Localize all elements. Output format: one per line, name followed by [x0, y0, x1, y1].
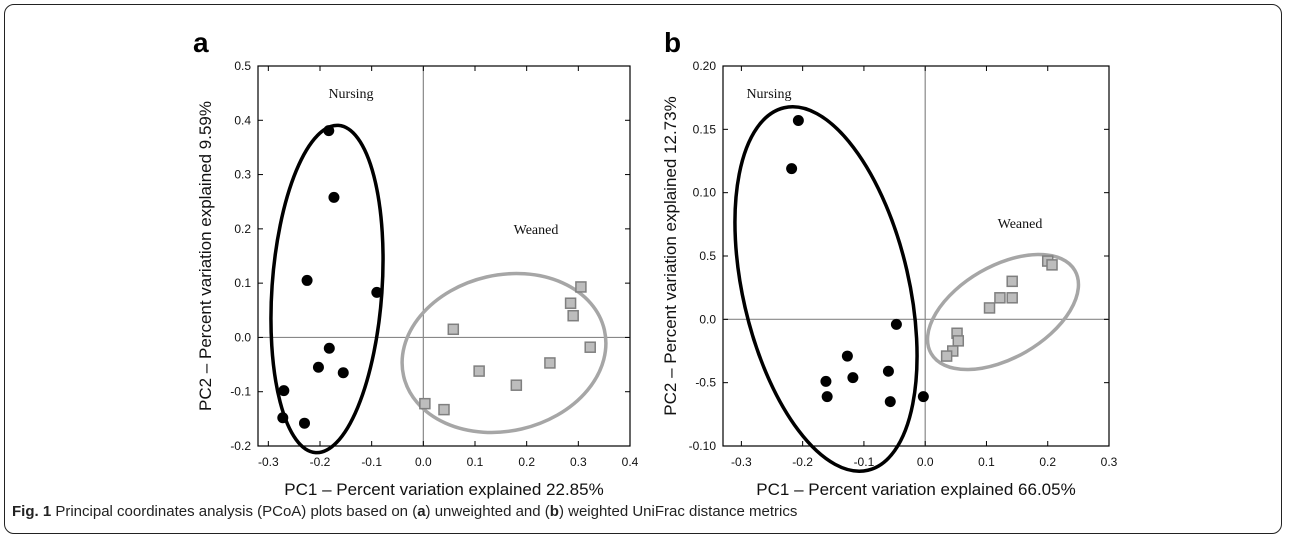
nursing-point	[917, 391, 929, 403]
nursing-point	[786, 163, 798, 175]
figure-caption: Fig. 1 Principal coordinates analysis (P…	[12, 503, 797, 520]
nursing-point	[820, 375, 832, 387]
nursing-point	[277, 412, 289, 424]
weaned-group-ellipse	[400, 271, 608, 435]
y-tick-label: 0.15	[693, 122, 717, 136]
plot-area	[257, 65, 631, 447]
y-tick-label: 0.0	[699, 312, 716, 326]
nursing-point	[312, 361, 324, 373]
weaned-point	[510, 379, 523, 391]
panel-b-chart: -0.3 -0.2 -0.1 0.0 0.1 0.2 0.3 -0.10 -0.5 0.0 0.5 0…	[661, 59, 1118, 499]
figure-frame	[4, 4, 1282, 534]
caption-label: Fig. 1	[12, 503, 52, 520]
nursing-group-ellipse	[733, 105, 919, 473]
y-tick-label: 0.10	[693, 186, 717, 200]
weaned-point	[473, 365, 485, 377]
weaned-point	[419, 397, 431, 410]
nursing-point	[278, 385, 290, 397]
y-tick-label: 0.5	[699, 249, 716, 263]
nursing-point	[328, 191, 340, 203]
x-tick-label: 0.3	[570, 455, 587, 469]
weaned-point	[994, 292, 1006, 304]
nursing-point	[323, 342, 335, 354]
x-tick-label: 0.0	[415, 455, 432, 469]
y-axis-label: PC2 – Percent variation explained 9.59%	[196, 101, 215, 411]
x-tick-label: 0.1	[978, 455, 995, 469]
x-axis-label: PC1 – Percent variation explained 66.05%	[756, 480, 1075, 499]
weaned-point	[447, 323, 460, 336]
weaned-point	[940, 350, 953, 362]
panel-a-chart: -0.3 -0.2 -0.1 0.0 0.1 0.2 0.3 0.4 -0.2 -0.1 0.0 0.…	[196, 59, 639, 499]
y-tick-label: -0.2	[230, 439, 251, 453]
nursing-point	[847, 372, 859, 384]
nursing-point	[301, 274, 313, 286]
y-tick-label: 0.3	[234, 168, 251, 182]
weaned-point	[1046, 259, 1058, 271]
y-axis-label: PC2 – Percent variation explained 12.73%	[661, 96, 680, 415]
x-tick-label: -0.1	[854, 455, 875, 469]
x-axis-label: PC1 – Percent variation explained 22.85%	[284, 480, 603, 499]
nursing-group-label: Nursing	[328, 87, 373, 102]
weaned-point	[438, 403, 450, 416]
y-tick-label: 0.1	[234, 276, 251, 290]
weaned-point	[567, 309, 579, 322]
weaned-point	[544, 357, 556, 369]
y-tick-label: 0.20	[693, 59, 717, 73]
weaned-group-label: Weaned	[514, 223, 559, 238]
weaned-group-ellipse	[925, 252, 1081, 372]
y-tick-label: -0.10	[689, 439, 717, 453]
weaned-point	[575, 281, 587, 293]
y-tick-label: 0.5	[234, 59, 251, 73]
panel-b-label: b	[664, 27, 681, 58]
x-tick-label: -0.1	[361, 455, 382, 469]
y-tick-label: -0.5	[695, 376, 716, 390]
x-tick-label: 0.3	[1101, 455, 1118, 469]
y-tick-label: 0.2	[234, 222, 251, 236]
nursing-point	[371, 286, 383, 298]
nursing-point	[299, 417, 310, 429]
weaned-point	[1006, 275, 1018, 288]
nursing-point	[337, 367, 349, 379]
x-tick-label: -0.2	[310, 455, 331, 469]
x-tick-label: -0.3	[731, 455, 752, 469]
weaned-point	[952, 335, 965, 347]
weaned-point	[564, 297, 577, 309]
panel-a-label: a	[193, 27, 209, 58]
nursing-point	[841, 350, 853, 362]
nursing-point	[323, 125, 335, 137]
nursing-point	[821, 391, 833, 403]
weaned-group-label: Weaned	[998, 217, 1043, 232]
weaned-point	[584, 341, 596, 353]
nursing-point	[882, 365, 894, 377]
x-tick-label: -0.3	[258, 455, 279, 469]
x-tick-label: -0.2	[792, 455, 813, 469]
y-tick-label: 0.4	[234, 113, 251, 127]
caption-part: b	[549, 503, 559, 520]
nursing-group-label: Nursing	[746, 87, 791, 102]
nursing-point	[884, 396, 896, 408]
nursing-point	[890, 318, 902, 330]
caption-part: a	[417, 503, 426, 520]
caption-part: ) weighted UniFrac distance metrics	[558, 503, 798, 520]
caption-part: ) unweighted and (	[425, 503, 550, 520]
x-tick-label: 0.1	[467, 455, 484, 469]
caption-part: Principal coordinates analysis (PCoA) pl…	[51, 503, 418, 520]
weaned-point	[1006, 292, 1018, 304]
y-tick-label: 0.0	[234, 330, 251, 344]
weaned-point	[983, 302, 996, 314]
y-tick-label: -0.1	[230, 385, 251, 399]
x-tick-label: 0.4	[622, 455, 639, 469]
x-tick-label: 0.0	[917, 455, 934, 469]
x-tick-label: 0.2	[1039, 455, 1056, 469]
x-tick-label: 0.2	[518, 455, 535, 469]
nursing-point	[792, 114, 804, 126]
